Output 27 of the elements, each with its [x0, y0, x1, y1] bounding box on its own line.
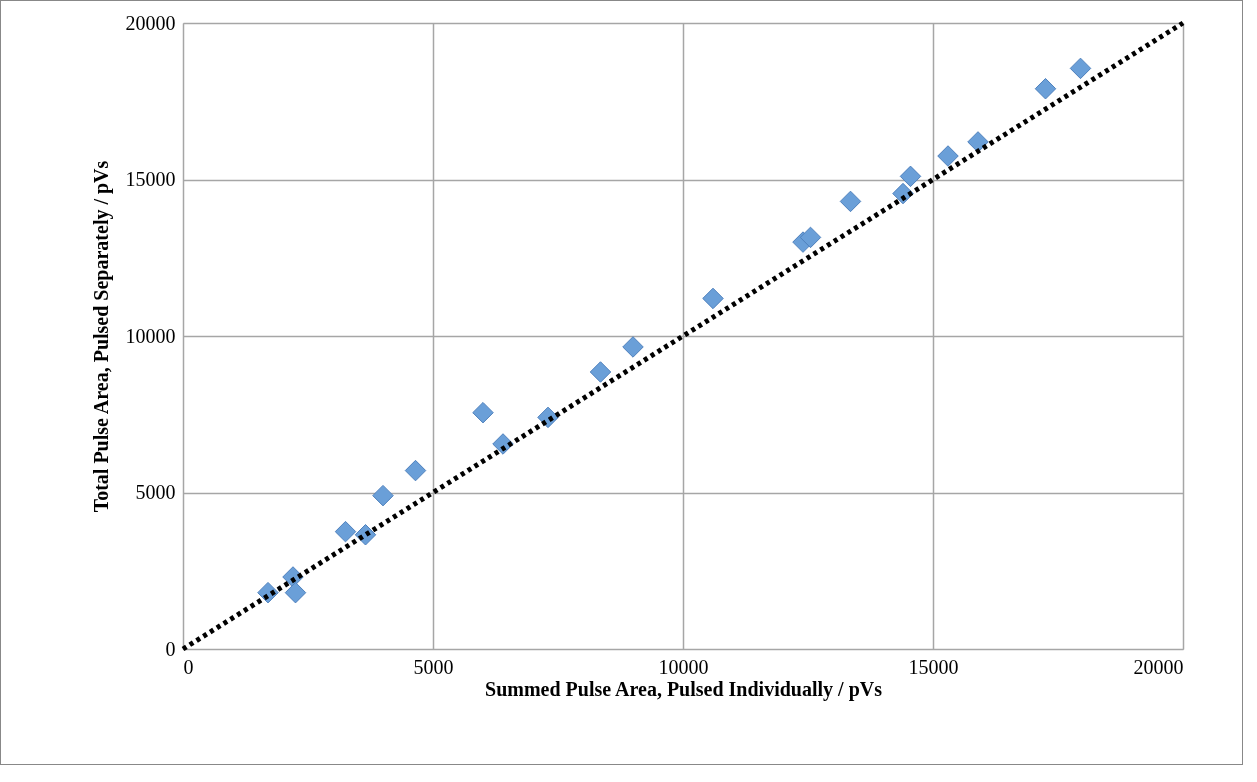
y-tick-label: 0	[165, 637, 176, 660]
y-axis-title: Total Pulse Area, Pulsed Separately / pVs	[89, 160, 113, 513]
point	[937, 145, 959, 167]
x-tick-label: 0	[183, 655, 194, 678]
y-tick-label: 5000	[135, 481, 176, 503]
point	[284, 581, 307, 604]
point	[799, 226, 822, 249]
point	[472, 401, 494, 424]
point	[702, 287, 724, 310]
point	[622, 336, 644, 358]
x-tick-label: 10000	[658, 655, 709, 678]
point	[334, 520, 357, 543]
y-tick-label: 15000	[125, 168, 176, 190]
point	[1069, 57, 1092, 80]
point	[1034, 77, 1057, 100]
point	[967, 131, 989, 153]
point	[372, 484, 394, 507]
y-tick-label: 10000	[125, 324, 176, 347]
y-tick-label: 20000	[125, 11, 176, 34]
x-axis-title: Summed Pulse Area, Pulsed Individually / pVs	[485, 677, 883, 701]
x-tick-label: 20000	[1133, 655, 1184, 678]
x-tick-label: 15000	[908, 655, 959, 678]
point	[839, 190, 862, 213]
x-tick-label: 5000	[413, 655, 454, 678]
point	[404, 459, 427, 482]
point	[589, 361, 612, 383]
point	[899, 165, 922, 188]
